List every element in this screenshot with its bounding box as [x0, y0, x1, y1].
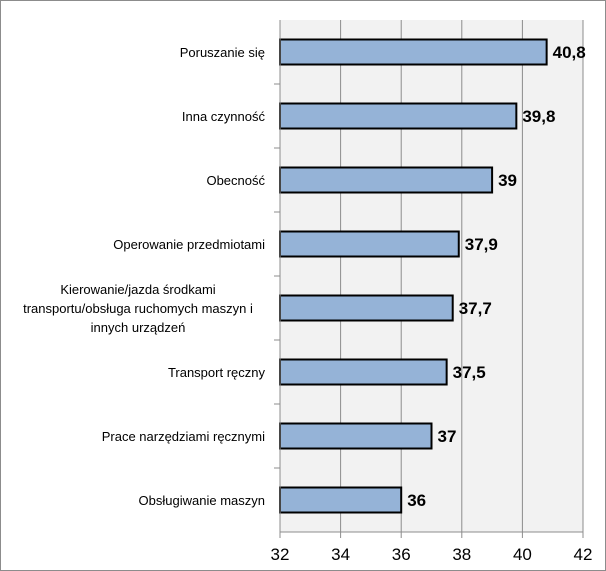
- bar: [279, 38, 548, 66]
- data-label: 39: [498, 171, 517, 190]
- category-label: Poruszanie się: [180, 45, 265, 60]
- value-labels: 40,8 39,8 39 37,9 37,7 37,5 37 36: [407, 43, 586, 510]
- category-label: Prace narzędziami ręcznymi: [102, 429, 265, 444]
- data-label: 37: [438, 427, 457, 446]
- bar: [279, 294, 454, 322]
- x-tick-label: 40: [513, 545, 532, 564]
- data-label: 37,7: [459, 299, 492, 318]
- category-label: innych urządzeń: [91, 320, 186, 335]
- category-labels: Poruszanie się Inna czynność Obecność Opero…: [23, 45, 265, 508]
- category-label: Inna czynność: [182, 109, 266, 124]
- x-tick-label: 42: [574, 545, 593, 564]
- bar: [279, 102, 518, 130]
- category-label: Kierowanie/jazda środkami: [60, 282, 215, 297]
- bar: [279, 486, 403, 514]
- plot-area: [280, 20, 583, 532]
- x-tick-label: 38: [452, 545, 471, 564]
- data-label: 37,5: [453, 363, 486, 382]
- category-label: Obsługiwanie maszyn: [139, 493, 265, 508]
- bar: [279, 422, 433, 450]
- category-label: Transport ręczny: [168, 365, 266, 380]
- category-label: Obecność: [206, 173, 265, 188]
- bar: [279, 358, 448, 386]
- data-label: 37,9: [465, 235, 498, 254]
- data-label: 39,8: [522, 107, 555, 126]
- data-label: 40,8: [553, 43, 586, 62]
- bar: [279, 166, 494, 194]
- category-label: Operowanie przedmiotami: [113, 237, 265, 252]
- bar: [279, 230, 460, 258]
- category-label: transportu/obsługa ruchomych maszyn i: [23, 301, 253, 316]
- x-tick-label: 32: [271, 545, 290, 564]
- data-label: 36: [407, 491, 426, 510]
- x-tick-label: 36: [392, 545, 411, 564]
- x-tick-label: 34: [331, 545, 350, 564]
